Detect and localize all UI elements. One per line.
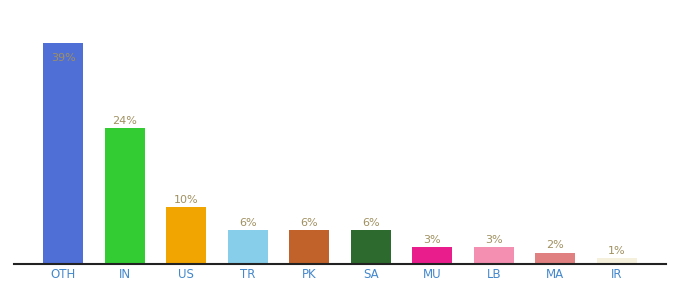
Text: 3%: 3% — [424, 235, 441, 245]
Bar — [535, 253, 575, 264]
Text: 3%: 3% — [485, 235, 503, 245]
Bar — [167, 207, 206, 264]
Bar — [289, 230, 329, 264]
Bar — [105, 128, 145, 264]
Text: 24%: 24% — [112, 116, 137, 126]
Text: 6%: 6% — [362, 218, 379, 228]
Bar — [412, 247, 452, 264]
Bar — [351, 230, 391, 264]
Text: 10%: 10% — [174, 195, 199, 205]
Text: 2%: 2% — [546, 240, 564, 250]
Text: 39%: 39% — [51, 53, 75, 63]
Text: 6%: 6% — [239, 218, 256, 228]
Bar — [474, 247, 513, 264]
Text: 6%: 6% — [301, 218, 318, 228]
Bar — [597, 258, 636, 264]
Bar — [228, 230, 268, 264]
Text: 1%: 1% — [608, 246, 626, 256]
Bar — [44, 43, 83, 264]
